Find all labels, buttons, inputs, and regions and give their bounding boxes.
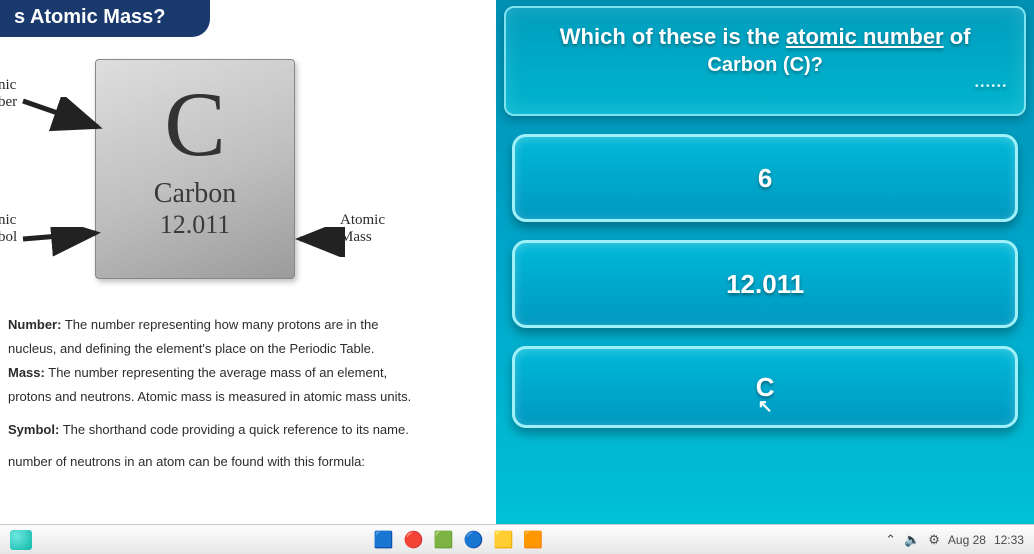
- timer-dots: ••••••: [522, 81, 1008, 92]
- callout-text: nic: [0, 212, 17, 229]
- question-part: Which of these is the: [560, 24, 786, 49]
- definition-text: The number representing the average mass…: [48, 365, 387, 380]
- definition-label: Symbol:: [8, 422, 59, 437]
- taskbar: 🟦 🔴 🟩 🔵 🟨 🟧 ⌃ 🔈 ⚙ Aug 28 12:33: [0, 524, 1034, 554]
- tray-icon[interactable]: ⚙: [928, 532, 940, 548]
- arrow-icon: [295, 227, 355, 257]
- reference-panel: s Atomic Mass? C Carbon 12.011 nic ber n…: [0, 0, 496, 524]
- callout-symbol: nic bol: [0, 212, 17, 246]
- quiz-panel: Which of these is the atomic number of C…: [496, 0, 1034, 524]
- taskbar-app-icon[interactable]: 🔴: [404, 530, 424, 550]
- taskbar-app-icon[interactable]: 🟧: [523, 530, 543, 550]
- element-symbol: C: [96, 78, 294, 170]
- element-mass: 12.011: [96, 210, 294, 240]
- taskbar-tray: ⌃ 🔈 ⚙ Aug 28 12:33: [885, 532, 1024, 548]
- taskbar-date: Aug 28: [948, 533, 986, 547]
- taskbar-app-icon[interactable]: 🔵: [464, 530, 484, 550]
- taskbar-center: 🟦 🔴 🟩 🔵 🟨 🟧: [374, 530, 544, 550]
- tray-icon[interactable]: ⌃: [885, 532, 896, 548]
- answer-option-1[interactable]: 6: [512, 134, 1018, 222]
- question-card: Which of these is the atomic number of C…: [504, 6, 1026, 116]
- answer-option-2[interactable]: 12.011: [512, 240, 1018, 328]
- definition-text: The number representing how many protons…: [65, 317, 379, 332]
- section-header: s Atomic Mass?: [0, 0, 210, 37]
- taskbar-app-icon[interactable]: 🟦: [374, 530, 394, 550]
- question-text: Which of these is the atomic number of: [522, 24, 1008, 50]
- answer-label: 12.011: [726, 269, 804, 300]
- definitions-block: Number: The number representing how many…: [0, 315, 484, 472]
- answer-label: 6: [758, 163, 772, 194]
- answer-option-3[interactable]: C ↖: [512, 346, 1018, 428]
- question-part: of: [944, 24, 971, 49]
- definition-symbol: Symbol: The shorthand code providing a q…: [8, 420, 468, 440]
- callout-text: nic: [0, 77, 17, 94]
- definition-number-2: nucleus, and defining the element's plac…: [8, 339, 468, 359]
- tray-icon[interactable]: 🔈: [904, 532, 920, 548]
- definition-mass-2: protons and neutrons. Atomic mass is mea…: [8, 387, 468, 407]
- definition-label: Number:: [8, 317, 61, 332]
- section-title: s Atomic Mass?: [14, 6, 166, 28]
- definition-neutrons: number of neutrons in an atom can be fou…: [8, 452, 468, 472]
- arrow-icon: [18, 97, 108, 137]
- question-subject: Carbon (C)?: [522, 54, 1008, 77]
- callout-text: ber: [0, 94, 17, 111]
- answers-list: 6 12.011 C ↖: [496, 120, 1034, 524]
- arrow-icon: [18, 227, 108, 257]
- callout-atomic-number: nic ber: [0, 77, 17, 111]
- taskbar-app-icon[interactable]: 🟩: [434, 530, 454, 550]
- callout-text: bol: [0, 229, 17, 246]
- element-tile-area: C Carbon 12.011 nic ber nic bol Atomic M…: [0, 37, 484, 297]
- question-underlined: atomic number: [786, 24, 944, 49]
- definition-mass: Mass: The number representing the averag…: [8, 363, 468, 383]
- mouse-cursor-icon: ↖: [758, 396, 773, 417]
- definition-label: Mass:: [8, 365, 45, 380]
- taskbar-app-icon[interactable]: 🟨: [494, 530, 514, 550]
- element-name: Carbon: [96, 178, 294, 210]
- start-button[interactable]: [10, 530, 32, 550]
- element-tile: C Carbon 12.011: [95, 59, 295, 279]
- taskbar-time: 12:33: [994, 533, 1024, 547]
- definition-number: Number: The number representing how many…: [8, 315, 468, 335]
- definition-text: The shorthand code providing a quick ref…: [63, 422, 409, 437]
